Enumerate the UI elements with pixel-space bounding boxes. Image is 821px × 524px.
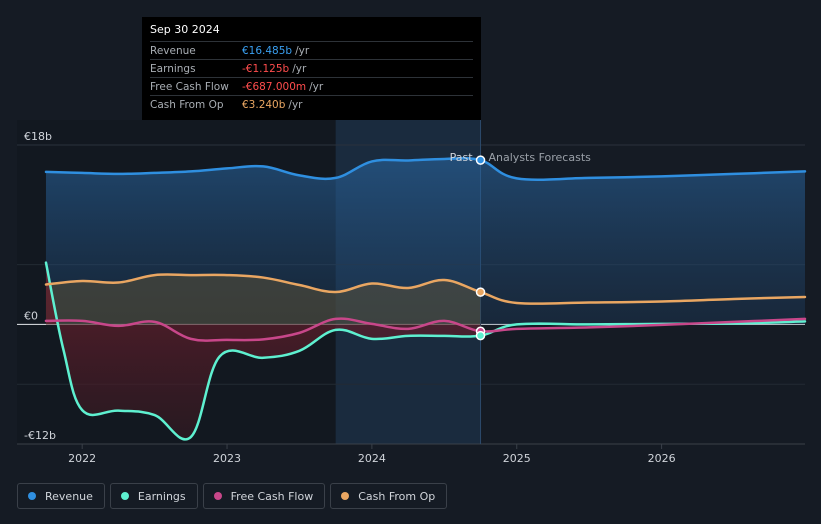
tooltip-label: Cash From Op	[150, 98, 224, 111]
x-tick-label: 2023	[213, 452, 241, 465]
legend-dot-icon	[28, 492, 36, 500]
legend-item-cash-from-op[interactable]: Cash From Op	[330, 483, 448, 509]
tooltip-unit: /yr	[295, 44, 310, 57]
legend: Revenue Earnings Free Cash Flow Cash Fro…	[17, 483, 448, 509]
tooltip-label: Free Cash Flow	[150, 80, 229, 93]
legend-label: Earnings	[137, 489, 186, 503]
area-earnings	[45, 262, 481, 440]
y-tick-label: -€12b	[24, 429, 56, 442]
tooltip-unit: /yr	[288, 98, 303, 111]
forecast-label: Analysts Forecasts	[489, 151, 592, 164]
legend-dot-icon	[213, 492, 222, 500]
tooltip-row-free-cash-flow: Free Cash Flow -€687.000m /yr	[150, 77, 473, 95]
past-label: Past	[450, 151, 474, 164]
y-tick-label: €18b	[24, 130, 52, 143]
tooltip-unit: /yr	[292, 62, 307, 75]
legend-label: Free Cash Flow	[230, 489, 314, 503]
tooltip-value: €3.240b	[242, 98, 286, 111]
y-tick-label: €0	[24, 309, 38, 322]
marker-revenue[interactable]	[475, 155, 486, 165]
line-earnings	[44, 261, 807, 441]
line-cash-from-op	[44, 273, 807, 305]
legend-item-free-cash-flow[interactable]: Free Cash Flow	[202, 483, 326, 509]
legend-item-earnings[interactable]: Earnings	[109, 483, 198, 509]
legend-item-revenue[interactable]: Revenue	[17, 483, 105, 509]
tooltip-date: Sep 30 2024	[150, 23, 220, 36]
tooltip: Sep 30 2024 Revenue €16.485b /yr Earning…	[142, 17, 481, 120]
tooltip-label: Revenue	[150, 44, 196, 57]
legend-label: Revenue	[45, 489, 93, 503]
tooltip-label: Earnings	[150, 62, 196, 75]
line-free-cash-flow	[44, 317, 807, 342]
marker-earnings[interactable]	[475, 330, 486, 341]
legend-dot-icon	[341, 492, 350, 500]
tooltip-unit: /yr	[309, 80, 324, 93]
tooltip-row-cash-from-op: Cash From Op €3.240b /yr	[150, 95, 473, 113]
x-tick-label: 2024	[358, 452, 386, 465]
line-revenue	[44, 156, 807, 182]
legend-dot-icon	[120, 492, 129, 500]
tooltip-value: €16.485b	[242, 44, 293, 57]
tooltip-value: -€687.000m	[242, 80, 307, 93]
x-tick-label: 2025	[503, 452, 531, 465]
tooltip-row-earnings: Earnings -€1.125b /yr	[150, 59, 473, 77]
x-tick-label: 2026	[648, 452, 676, 465]
tooltip-value: -€1.125b	[242, 62, 290, 75]
marker-cash-from-op[interactable]	[475, 287, 486, 297]
tooltip-row-revenue: Revenue €16.485b /yr	[150, 41, 473, 59]
x-tick-label: 2022	[68, 452, 96, 465]
legend-label: Cash From Op	[358, 489, 436, 503]
area-cash-from-op	[45, 274, 481, 325]
